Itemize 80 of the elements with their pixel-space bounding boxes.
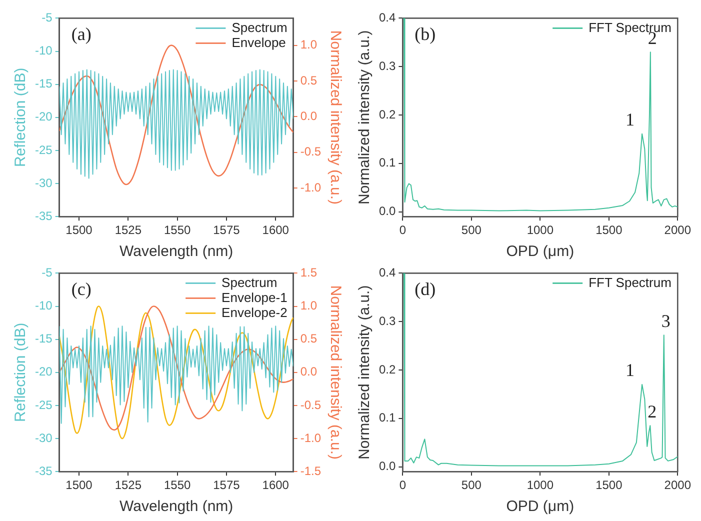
x-tick-label: 2000 xyxy=(664,223,692,238)
y2-tick-label: -1.0 xyxy=(300,430,322,445)
y-tick-label: 0.2 xyxy=(378,107,396,122)
y2-tick-label: 0.5 xyxy=(300,73,318,88)
y-tick-label: -25 xyxy=(35,142,53,157)
annotation: (a) xyxy=(71,24,92,44)
y2-tick-label: -0.5 xyxy=(300,144,322,159)
y-tick-label: -15 xyxy=(35,332,53,346)
y-tick-label: 0.0 xyxy=(378,204,396,218)
x-tick-label: 1600 xyxy=(262,223,290,238)
y2-tick-label: 1.5 xyxy=(300,266,318,280)
x-tick-label: 1500 xyxy=(596,478,623,492)
legend-label: Spectrum xyxy=(222,274,278,290)
x-axis-title: Wavelength (nm) xyxy=(120,243,234,260)
y-tick-label: 0.2 xyxy=(378,362,396,376)
y-tick-label: -20 xyxy=(35,364,53,379)
legend-label: Envelope-2 xyxy=(222,304,288,320)
y2-tick-label: 0.0 xyxy=(300,364,318,379)
y-tick-label: 0.4 xyxy=(378,10,396,25)
x-tick-label: 1575 xyxy=(213,478,240,492)
y-tick-label: -30 xyxy=(35,430,53,445)
y-tick-label: -30 xyxy=(35,176,53,190)
x-tick-label: 1575 xyxy=(213,223,240,238)
y2-tick-label: 0.0 xyxy=(300,109,318,123)
y-tick-label: -20 xyxy=(35,110,53,124)
x-tick-label: 1525 xyxy=(114,478,142,492)
y-tick-label: -5 xyxy=(42,10,53,25)
annotation: 1 xyxy=(626,110,635,130)
x-tick-label: 500 xyxy=(461,223,482,238)
y-tick-label: 0.3 xyxy=(378,314,396,328)
x-axis-title: Wavelength (nm) xyxy=(120,498,234,516)
legend-label: FFT Spectrum xyxy=(588,274,672,290)
y-tick-label: 0.1 xyxy=(378,410,396,425)
y-tick-label: -10 xyxy=(35,298,53,313)
y2-tick-label: -1.0 xyxy=(300,180,322,194)
x-tick-label: 1500 xyxy=(596,223,623,238)
x-axis-title: OPD (μm) xyxy=(506,498,574,516)
y-tick-label: -25 xyxy=(35,398,53,412)
x-tick-label: 1500 xyxy=(66,223,93,238)
x-tick-label: 1525 xyxy=(114,223,142,238)
y-axis-title: Reflection (dB) xyxy=(12,322,30,422)
y-tick-label: -5 xyxy=(42,266,53,280)
y-tick-label: 0.3 xyxy=(378,58,396,73)
y-tick-label: -35 xyxy=(35,208,53,223)
y2-tick-label: 0.5 xyxy=(300,332,318,346)
y-tick-label: 0.4 xyxy=(378,266,396,280)
y-tick-label: -15 xyxy=(35,76,53,91)
x-tick-label: 2000 xyxy=(664,478,692,492)
y-tick-label: 0.1 xyxy=(378,156,396,170)
y-tick-label: -10 xyxy=(35,44,53,58)
x-tick-label: 1550 xyxy=(164,478,191,492)
y-tick-label: 0.0 xyxy=(378,459,396,474)
y2-axis-title: Normalized intensity (a.u.) xyxy=(326,285,344,460)
legend-label: Envelope-1 xyxy=(222,290,288,305)
y2-tick-label: 1.0 xyxy=(300,298,318,313)
y2-tick-label: 1.0 xyxy=(300,38,318,52)
annotation: 3 xyxy=(661,310,670,331)
legend-label: Envelope xyxy=(232,34,286,50)
annotation: (b) xyxy=(414,24,436,44)
x-tick-label: 1550 xyxy=(164,223,191,238)
legend-label: Spectrum xyxy=(232,20,288,35)
y2-axis-title: Normalized intensity (a.u.) xyxy=(326,30,344,205)
y2-tick-label: -0.5 xyxy=(300,398,322,412)
x-tick-label: 500 xyxy=(461,478,482,492)
x-tick-label: 1600 xyxy=(262,478,290,492)
y-tick-label: -35 xyxy=(35,464,53,478)
x-axis-title: OPD (μm) xyxy=(506,243,574,260)
x-tick-label: 0 xyxy=(399,478,406,492)
annotation: 2 xyxy=(648,401,657,422)
y-axis-title: Normalized intensity (a.u.) xyxy=(356,30,374,205)
x-tick-label: 0 xyxy=(399,223,406,238)
annotation: (c) xyxy=(71,278,92,299)
annotation: 1 xyxy=(626,360,635,380)
y2-tick-label: -1.5 xyxy=(300,464,322,478)
x-tick-label: 1000 xyxy=(526,223,554,238)
y-axis-title: Normalized intensity (a.u.) xyxy=(356,285,374,460)
x-tick-label: 1000 xyxy=(526,478,554,492)
x-tick-label: 1500 xyxy=(66,478,93,492)
annotation: (d) xyxy=(414,278,436,299)
y-axis-title: Reflection (dB) xyxy=(12,68,30,168)
